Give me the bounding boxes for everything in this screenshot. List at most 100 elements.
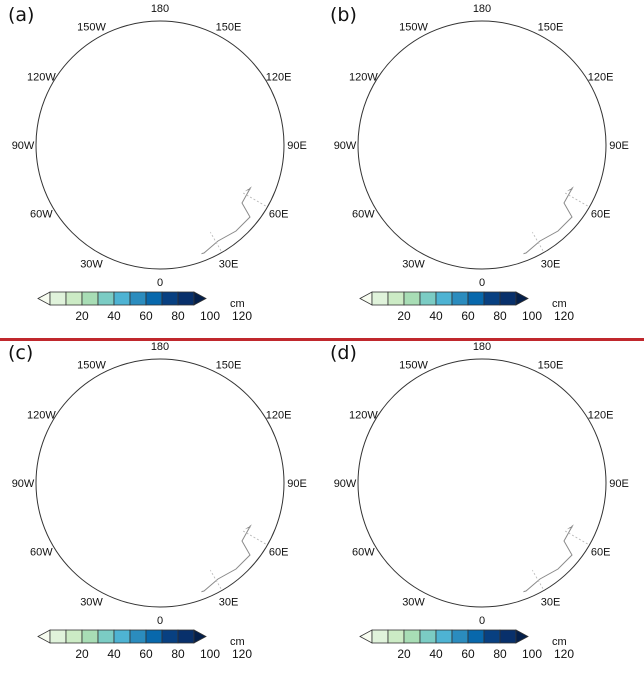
longitude-label: 120W	[349, 72, 378, 84]
colorbar-high-triangle	[515, 291, 529, 306]
longitude-label: 120E	[588, 72, 614, 84]
colorbar-tick-label: 120	[232, 309, 252, 323]
colorbar-swatch	[435, 629, 453, 644]
longitude-label: 0	[479, 277, 485, 289]
longitude-label: 120E	[266, 72, 292, 84]
longitude-label: 90W	[12, 140, 35, 152]
colorbar-swatch	[467, 629, 485, 644]
pole-marker	[158, 143, 162, 147]
colorbar-swatch	[451, 291, 469, 306]
longitude-label: 180	[151, 341, 169, 353]
colorbar-tick-label: 20	[397, 309, 411, 323]
polar-map: 180 150E 120E 90E 60E 30E 0 30W 60W 90W 120W 150W 20…	[12, 3, 307, 323]
colorbar-tick-label: 120	[232, 647, 252, 661]
colorbar-swatch	[403, 629, 421, 644]
red-divider-line	[0, 338, 644, 341]
colorbar-swatch	[161, 629, 179, 644]
longitude-label: 60E	[269, 209, 289, 221]
colorbar-tick-label: 20	[75, 647, 89, 661]
colorbar-swatch	[387, 291, 405, 306]
longitude-label: 120W	[27, 72, 56, 84]
colorbar-tick-label: 100	[200, 647, 220, 661]
colorbar-swatch	[451, 629, 469, 644]
colorbar-tick-label: 60	[139, 309, 153, 323]
map-panel-d: 180 150E 120E 90E 60E 30E 0 30W 60W 90W 120W 150W 20…	[322, 338, 644, 676]
colorbar-swatch	[113, 291, 131, 306]
map-panel-b: 180 150E 120E 90E 60E 30E 0 30W 60W 90W 120W 150W 20…	[322, 0, 644, 338]
colorbar-swatch	[371, 291, 389, 306]
longitude-label: 150E	[538, 21, 564, 33]
map-panel-c: 180 150E 120E 90E 60E 30E 0 30W 60W 90W 120W 150W 20…	[0, 338, 322, 676]
colorbar-low-triangle	[37, 291, 51, 306]
longitude-label: 120W	[27, 410, 56, 422]
colorbar-swatch	[499, 291, 517, 306]
colorbar-tick-label: 80	[171, 309, 185, 323]
colorbar-swatch	[145, 629, 163, 644]
pole-marker	[480, 481, 484, 485]
longitude-label: 60E	[591, 209, 611, 221]
longitude-label: 30E	[219, 597, 239, 609]
panel-label: (b)	[330, 4, 357, 26]
longitude-label: 150W	[77, 21, 106, 33]
pole-marker	[158, 481, 162, 485]
longitude-label: 0	[479, 615, 485, 627]
longitude-label: 150W	[77, 359, 106, 371]
colorbar-tick-label: 60	[461, 647, 475, 661]
colorbar-swatch	[419, 291, 437, 306]
longitude-label: 150E	[216, 21, 242, 33]
colorbar-swatch	[177, 291, 195, 306]
pole-marker	[480, 143, 484, 147]
colorbar-swatch	[483, 629, 501, 644]
colorbar-swatch	[49, 291, 67, 306]
longitude-label: 0	[157, 615, 163, 627]
longitude-label: 180	[473, 3, 491, 15]
longitude-label: 150W	[399, 359, 428, 371]
colorbar-swatch	[97, 291, 115, 306]
map-border	[35, 358, 285, 608]
polar-map: 180 150E 120E 90E 60E 30E 0 30W 60W 90W 120W 150W 20…	[334, 341, 629, 661]
longitude-label: 30W	[80, 597, 103, 609]
colorbar-tick-label: 80	[493, 309, 507, 323]
colorbar-swatch	[113, 629, 131, 644]
panel-label: (c)	[8, 342, 34, 364]
colorbar-unit: cm	[230, 298, 245, 310]
longitude-label: 30W	[402, 597, 425, 609]
colorbar-swatch	[81, 629, 99, 644]
colorbar-tick-label: 40	[107, 309, 121, 323]
colorbar-low-triangle	[37, 629, 51, 644]
map-border	[357, 20, 607, 270]
longitude-label: 30E	[541, 259, 561, 271]
colorbar-swatch	[371, 629, 389, 644]
longitude-label: 90E	[609, 478, 629, 490]
longitude-label: 120W	[349, 410, 378, 422]
longitude-label: 60E	[269, 547, 289, 559]
colorbar-tick-label: 60	[139, 647, 153, 661]
longitude-label: 120E	[588, 410, 614, 422]
colorbar-unit: cm	[552, 298, 567, 310]
colorbar-swatch	[467, 291, 485, 306]
colorbar-swatch	[419, 629, 437, 644]
panel-label: (a)	[8, 4, 35, 26]
colorbar-swatch	[81, 291, 99, 306]
colorbar-tick-label: 120	[554, 647, 574, 661]
colorbar-swatch	[177, 629, 195, 644]
longitude-label: 180	[473, 341, 491, 353]
colorbar-tick-label: 40	[429, 309, 443, 323]
map-panel-a: 180 150E 120E 90E 60E 30E 0 30W 60W 90W 120W 150W 20…	[0, 0, 322, 338]
colorbar-swatch	[403, 291, 421, 306]
colorbar-tick-label: 100	[522, 647, 542, 661]
colorbar-high-triangle	[193, 629, 207, 644]
colorbar-swatch	[129, 291, 147, 306]
longitude-label: 30E	[541, 597, 561, 609]
map-border	[35, 20, 285, 270]
colorbar-tick-label: 80	[493, 647, 507, 661]
longitude-label: 60E	[591, 547, 611, 559]
colorbar-tick-label: 100	[200, 309, 220, 323]
panel-label: (d)	[330, 342, 357, 364]
longitude-label: 30E	[219, 259, 239, 271]
colorbar-low-triangle	[359, 291, 373, 306]
colorbar-high-triangle	[193, 291, 207, 306]
longitude-label: 60W	[30, 547, 53, 559]
colorbar-swatch	[129, 629, 147, 644]
longitude-label: 60W	[30, 209, 53, 221]
